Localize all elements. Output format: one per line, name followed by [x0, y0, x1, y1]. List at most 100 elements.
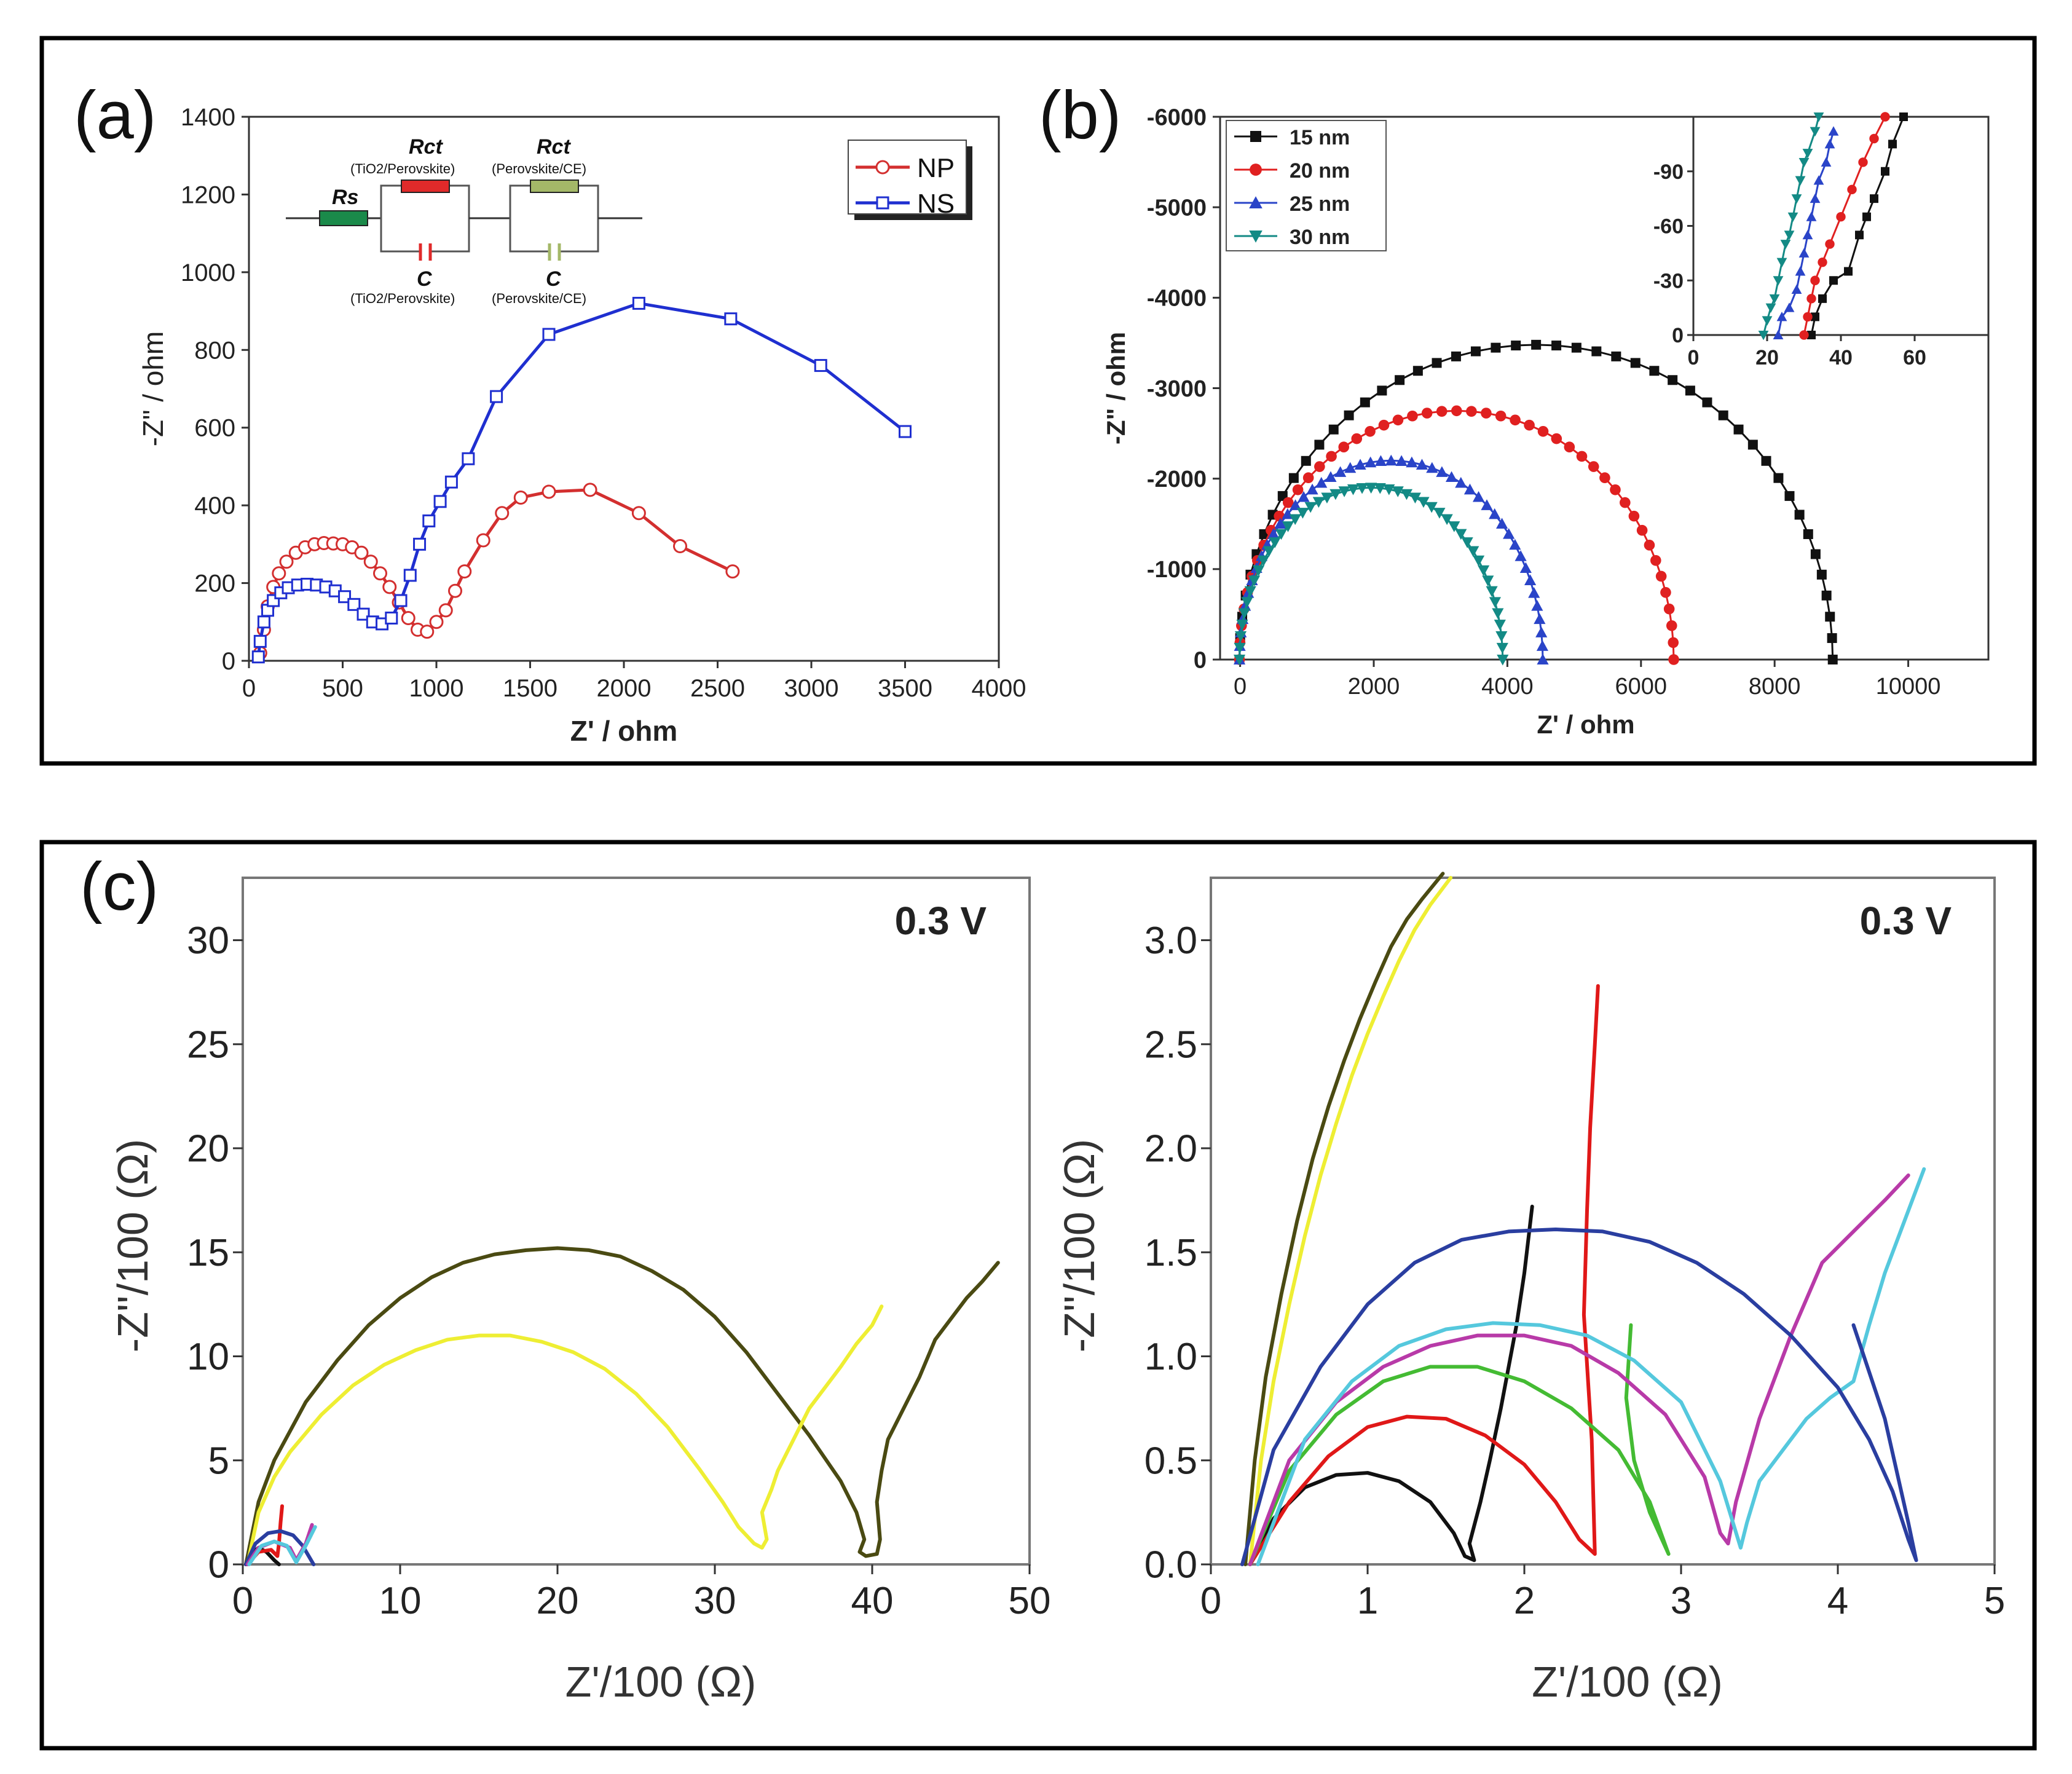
- data-point-25-nm: [1509, 538, 1521, 550]
- data-point-30-nm: [1441, 514, 1453, 526]
- data-point-15-nm: [1649, 366, 1660, 376]
- data-point-15-nm: [1816, 569, 1827, 580]
- data-point-20-nm: [1650, 554, 1661, 566]
- data-point-20-nm: [1326, 451, 1337, 462]
- data-point-25-nm: [1426, 462, 1438, 473]
- data-point-np: [438, 603, 453, 618]
- data-point-25-nm: [1365, 456, 1377, 468]
- inset-data-point-30-nm: [1765, 303, 1776, 313]
- data-point-15-nm: [1803, 529, 1813, 539]
- data-point-15-nm: [1827, 633, 1837, 644]
- y-tick-label-a: 200: [194, 570, 235, 597]
- data-point-15-nm: [1328, 424, 1339, 435]
- data-point-ns: [403, 569, 417, 582]
- data-point-20-nm: [1599, 472, 1610, 484]
- data-point-15-nm: [1733, 424, 1744, 435]
- c1-sub: (TiO2/Perovskite): [350, 291, 455, 306]
- inset-data-point-20-nm: [1880, 112, 1890, 122]
- data-point-25-nm: [1455, 476, 1467, 488]
- data-point-20-nm: [1510, 414, 1521, 426]
- inset-data-point-20-nm: [1825, 239, 1835, 249]
- x-tick-label-c2: 0: [1200, 1580, 1221, 1622]
- inset-data-point-30-nm: [1798, 157, 1810, 168]
- x-tick-label-b: 10000: [1876, 674, 1941, 700]
- data-point-15-nm: [1827, 655, 1838, 664]
- inset-data-point-25-nm: [1821, 157, 1832, 167]
- data-point-ns: [444, 475, 458, 489]
- inset-data-point-15-nm: [1862, 212, 1871, 221]
- data-point-20-nm: [1660, 587, 1671, 598]
- data-point-15-nm: [1571, 342, 1582, 353]
- voltage-annotation-c1: 0.3 V: [895, 899, 987, 943]
- data-point-30-nm: [1417, 497, 1430, 508]
- data-point-20-nm: [1524, 419, 1535, 431]
- data-point-25-nm: [1315, 476, 1328, 488]
- data-point-20-nm: [1392, 414, 1404, 426]
- data-point-30-nm: [1409, 492, 1421, 504]
- y-axis-label-c1: -Z''/100 (Ω): [109, 1139, 157, 1352]
- y-axis-label-c2: -Z''/100 (Ω): [1055, 1139, 1103, 1352]
- data-point-25-nm: [1534, 613, 1546, 625]
- data-point-20-nm: [1663, 603, 1675, 615]
- data-point-30-nm: [1425, 502, 1438, 513]
- data-point-30-nm: [1241, 597, 1253, 608]
- legend-label-25-nm: 25 nm: [1290, 192, 1350, 216]
- chart-c2: 0 1 2 3 4 5 0.0 0.5 1.0 1.5 2.0 2.5 3.0 Z'/100 (Ω) -Z'…: [1055, 872, 2005, 1706]
- data-point-30-nm: [1494, 620, 1506, 631]
- data-point-30-nm: [1461, 537, 1473, 548]
- data-point-25-nm: [1445, 471, 1458, 483]
- inset-data-point-25-nm: [1802, 229, 1813, 240]
- y-tick-label-c2: 0.5: [1144, 1440, 1197, 1482]
- x-tick-label-c2: 2: [1514, 1580, 1535, 1622]
- inset-data-point-30-nm: [1802, 149, 1813, 159]
- x-tick-label-c2: 5: [1984, 1580, 2005, 1622]
- rct2-sub: (Perovskite/CE): [492, 161, 586, 176]
- data-point-30-nm: [1347, 484, 1360, 495]
- data-point-20-nm: [1407, 410, 1418, 422]
- data-point-30-nm: [1400, 489, 1413, 500]
- x-tick-label-c2: 4: [1827, 1580, 1848, 1622]
- y-tick-label-b: -3000: [1147, 376, 1207, 402]
- inset-y-tick-label: -60: [1653, 215, 1684, 239]
- data-point-30-nm: [1486, 586, 1498, 597]
- data-point-30-nm: [1448, 521, 1460, 532]
- data-point-25-nm: [1274, 518, 1286, 529]
- data-point-np: [373, 566, 387, 581]
- data-point-30-nm: [1236, 620, 1248, 631]
- series-line-olive: [1243, 872, 1445, 1566]
- data-point-25-nm: [1481, 499, 1493, 510]
- c2-sub: (Perovskite/CE): [492, 291, 586, 306]
- inset-data-point-30-nm: [1780, 240, 1791, 250]
- data-point-np: [401, 610, 416, 625]
- inset-x-tick-label: 60: [1903, 346, 1926, 369]
- inset-data-point-30-nm: [1776, 258, 1787, 268]
- inset-data-point-15-nm: [1807, 331, 1816, 339]
- data-point-30-nm: [1234, 642, 1246, 654]
- x-axis-label-a: Z' / ohm: [570, 715, 677, 747]
- data-point-30-nm: [1234, 631, 1247, 642]
- inset-data-point-15-nm: [1844, 267, 1853, 276]
- inset-data-point-20-nm: [1847, 184, 1857, 195]
- legend-label-ns: NS: [917, 189, 955, 219]
- data-point-20-nm: [1537, 425, 1549, 437]
- y-tick-label-c1: 20: [187, 1128, 229, 1170]
- data-point-25-nm: [1395, 455, 1408, 466]
- data-point-30-nm: [1478, 565, 1490, 577]
- series-line-yellow: [245, 1304, 884, 1566]
- x-tick-label-a: 3500: [878, 675, 932, 702]
- inset-x-tick-label: 0: [1688, 346, 1700, 369]
- data-point-30-nm: [1244, 586, 1256, 597]
- data-point-np: [420, 625, 435, 639]
- y-tick-label-c2: 0.0: [1144, 1544, 1197, 1587]
- data-point-20-nm: [1351, 433, 1363, 444]
- inset-data-point-20-nm: [1858, 157, 1868, 167]
- inset-data-point-20-nm: [1836, 212, 1846, 222]
- data-point-15-nm: [1611, 351, 1621, 361]
- plot-frame-c1: [242, 877, 1031, 1566]
- data-point-15-nm: [1395, 375, 1405, 385]
- data-point-20-nm: [1655, 570, 1667, 582]
- y-tick-label-c1: 0: [208, 1544, 229, 1587]
- x-axis-label-c1: Z'/100 (Ω): [565, 1658, 757, 1706]
- data-point-15-nm: [1761, 455, 1771, 466]
